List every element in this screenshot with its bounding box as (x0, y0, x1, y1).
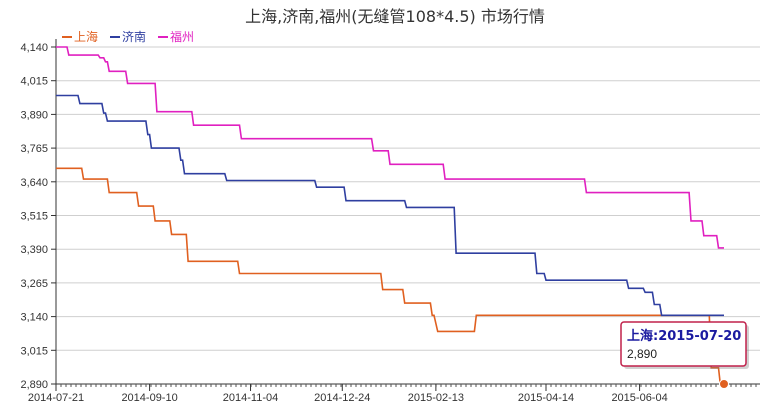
tooltip-value: 2,890 (627, 347, 657, 361)
x-tick-label: 2015-04-14 (518, 392, 574, 404)
legend-label[interactable]: 福州 (170, 29, 194, 44)
x-tick-label: 2014-11-04 (223, 392, 278, 404)
y-tick-label: 3,015 (20, 345, 48, 357)
legend-label[interactable]: 上海 (74, 29, 98, 44)
y-tick-label: 2,890 (20, 379, 48, 391)
legend-label[interactable]: 济南 (122, 29, 146, 44)
y-tick-label: 4,140 (20, 42, 48, 54)
x-tick-label: 2015-06-04 (611, 392, 667, 404)
series-line-济南 (56, 94, 724, 317)
x-tick-label: 2014-12-24 (314, 392, 370, 404)
chart-legend: 上海 济南 福州 (62, 29, 194, 44)
y-tick-label: 3,890 (20, 109, 48, 121)
y-tick-label: 3,265 (20, 278, 48, 290)
x-tick-label: 2014-09-10 (121, 392, 177, 404)
series-line-福州 (56, 46, 724, 249)
x-tick-label: 2014-07-21 (28, 392, 84, 404)
y-tick-label: 3,390 (20, 244, 48, 256)
x-tick-label: 2015-02-13 (408, 392, 464, 404)
grid-lines (56, 46, 760, 351)
tooltip-title: 上海:2015-07-20 (627, 328, 741, 344)
series-line-上海 (56, 167, 724, 385)
data-tooltip: 上海:2015-07-20 2,890 (620, 321, 749, 369)
chart-title: 上海,济南,福州(无缝管108*4.5) 市场行情 (245, 7, 545, 26)
data-point-marker[interactable] (719, 379, 729, 389)
y-tick-label: 4,015 (20, 76, 48, 88)
y-tick-label: 3,765 (20, 143, 48, 155)
y-axis: 2,890 3,015 3,140 3,265 3,390 3,515 3,640 3,765… (20, 39, 57, 391)
x-axis: 2014-07-21 2014-09-10 2014-11-04 2014-12-24… (28, 383, 760, 404)
y-tick-label: 3,640 (20, 177, 48, 189)
plot-area (56, 46, 729, 389)
y-tick-label: 3,140 (20, 312, 48, 324)
y-tick-label: 3,515 (20, 211, 48, 223)
tooltip-box (620, 321, 747, 367)
